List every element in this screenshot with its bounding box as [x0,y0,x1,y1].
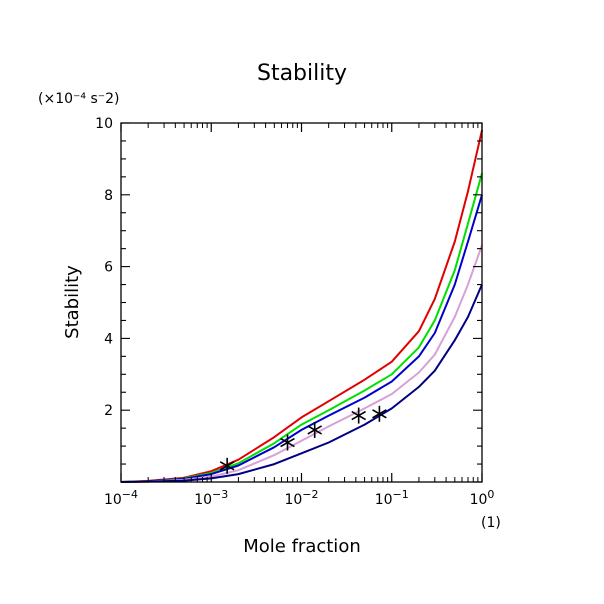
data-marker [351,407,366,424]
series-layer [120,129,483,483]
plot-frame [120,122,483,483]
data-marker [372,405,387,422]
x-tick-label: 10−1 [375,488,409,508]
marker-layer [219,405,387,474]
chart-title: Stability [257,61,347,86]
series-line-4 [120,244,483,483]
data-marker [219,457,235,474]
y-tick-label: 6 [104,260,113,276]
y-unit-label: (×10⁻⁴ s⁻2) [38,91,120,107]
x-tick-label: 10−3 [194,488,228,508]
x-tick-label: 100 [470,488,495,508]
series-line-1 [120,129,483,483]
series-line-3 [120,194,483,483]
x-tick-label: 10−4 [104,488,138,508]
tick-layer: 10−4 10−3 10−2 10−1 100 2 4 6 8 10 [95,116,494,508]
data-marker [280,434,295,451]
series-line-5 [120,284,483,483]
y-axis-label: Stability [62,265,83,339]
y-tick-label: 4 [104,331,113,347]
x-tick-label: 10−2 [284,488,318,508]
y-tick-label: 8 [104,188,113,204]
x-axis-label: Mole fraction [243,536,360,557]
y-tick-label: 2 [104,403,113,419]
y-tick-label: 10 [95,116,113,132]
data-marker [307,421,323,438]
x-unit-label: (1) [481,515,501,531]
